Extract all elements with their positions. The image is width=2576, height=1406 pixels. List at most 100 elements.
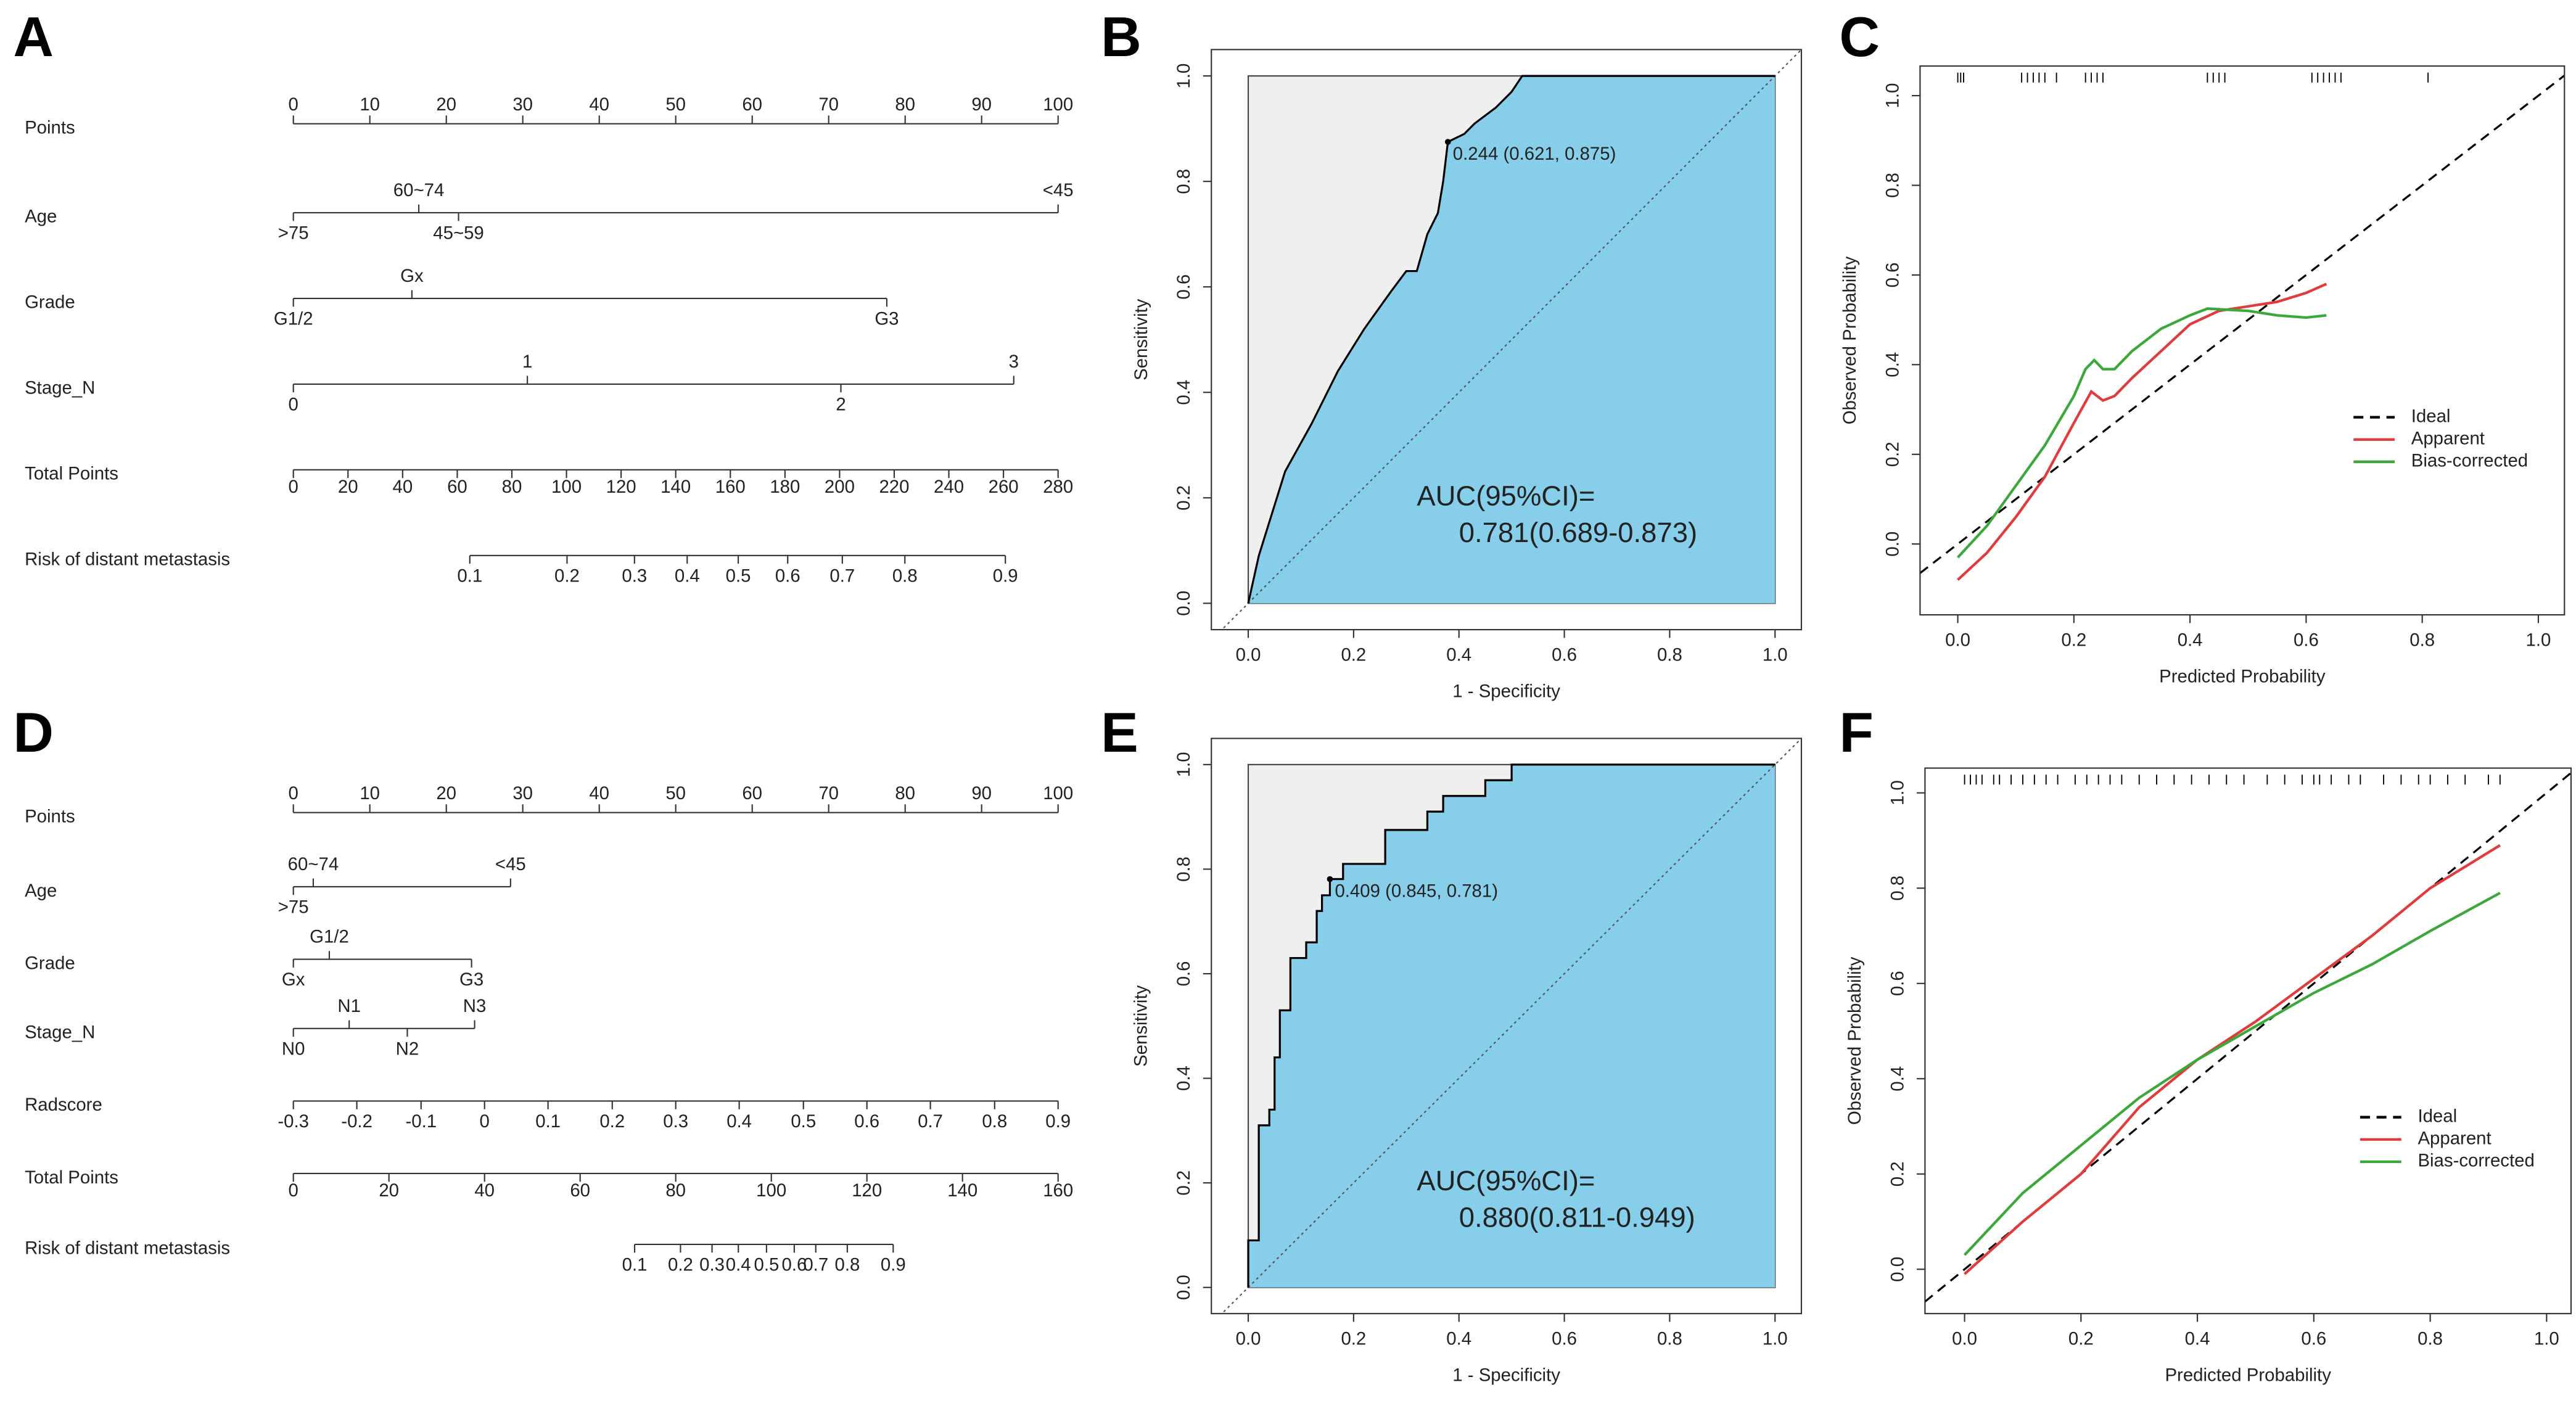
level-label: 0.2 [599,1111,625,1132]
level-label: 0.4 [726,1111,752,1132]
y-tick-label: 0.0 [1174,591,1194,616]
row-name: Risk of distant metastasis [25,1238,230,1259]
panel-label: A [13,6,54,68]
roc-curve [1247,763,1776,1288]
level-label: 0.2 [554,565,580,586]
level-label: N3 [463,996,487,1016]
panel-label: E [1101,702,1138,764]
x-tick-label: 0.0 [1236,1329,1261,1349]
scale-tick-label: 10 [360,94,380,115]
x-tick-label: 0.2 [2061,630,2086,651]
threshold-label: 0.409 (0.845, 0.781) [1335,881,1498,902]
row-name: Age [25,881,57,901]
plot-frame [1211,49,1803,631]
y-tick-label: 0.4 [1887,1066,1907,1092]
scale-tick-label: 40 [474,1180,495,1201]
x-axis-title: Predicted Probability [2159,666,2326,686]
calibration-line [1964,844,2501,1275]
scale-tick-label: 30 [512,783,533,804]
scale-tick-label: 40 [589,94,609,115]
x-axis-title: 1 - Specificity [1452,1365,1560,1385]
panel-label: D [13,702,54,764]
x-tick-label: 1.0 [1763,645,1788,665]
scale-tick-label: 160 [1043,1180,1073,1201]
level-label: 0.9 [1045,1111,1071,1132]
level-label: G1/2 [310,927,349,947]
y-tick-label: 0.2 [1882,442,1903,467]
y-tick-label: 0.2 [1174,485,1194,511]
auc-label: 0.781(0.689-0.873) [1459,517,1697,548]
y-axis-title: Sensitivity [1131,298,1151,380]
scale-tick-label: 80 [502,477,522,497]
scale-tick-label: 20 [436,94,456,115]
scale-tick-label: 60 [742,94,762,115]
ideal-line [1920,75,2565,574]
scale-tick-label: 200 [825,477,855,497]
level-label: 0.8 [982,1111,1007,1132]
y-tick-label: 0.0 [1887,1257,1907,1282]
level-label: <45 [495,854,526,874]
level-label: 0.3 [699,1254,725,1275]
level-label: 45~59 [433,223,484,243]
level-label: Gx [282,969,305,990]
panel-label: B [1101,6,1142,68]
x-tick-label: 0.8 [1657,645,1682,665]
y-tick-label: 1.0 [1174,64,1194,89]
plot-frame [1924,767,2572,1315]
x-tick-label: 0.6 [1552,645,1577,665]
scale-tick-label: 40 [589,783,609,804]
level-label: 60~74 [288,854,339,874]
scale-tick-label: 50 [665,94,686,115]
legend-label: Ideal [2411,406,2451,426]
level-label: 0.7 [803,1254,828,1275]
scale-tick-label: 0 [289,1180,298,1201]
scale-tick-label: 140 [660,477,691,497]
plot-frame [1919,65,2566,616]
x-tick-label: 0.0 [1945,630,1970,651]
level-label: 0.8 [892,565,918,586]
x-tick-label: 1.0 [1763,1329,1788,1349]
x-tick-label: 0.8 [1657,1329,1682,1349]
y-tick-label: 1.0 [1882,83,1903,109]
row-name: Total Points [25,464,118,484]
y-tick-label: 0.4 [1174,1066,1194,1091]
roc-curve [1247,75,1776,604]
level-label: -0.3 [278,1111,309,1132]
y-tick-label: 0.8 [1174,857,1194,882]
y-tick-label: 0.6 [1174,274,1194,300]
threshold-label: 0.244 (0.621, 0.875) [1453,144,1616,164]
scale-tick-label: 280 [1043,477,1073,497]
row-name: Radscore [25,1095,102,1115]
scale-tick-label: 120 [852,1180,882,1201]
y-axis-title: Observed Probability [1840,256,1860,424]
scale-tick-label: 100 [1043,94,1073,115]
level-label: 0.9 [993,565,1018,586]
legend-label: Apparent [2418,1128,2491,1149]
level-label: 2 [836,394,846,414]
level-label: 0 [480,1111,490,1132]
level-label: 0 [289,394,298,414]
level-label: >75 [278,223,309,243]
scale-tick-label: 20 [436,783,456,804]
y-tick-label: 0.6 [1882,262,1903,287]
y-tick-label: 0.8 [1174,169,1194,194]
level-label: 1 [522,352,532,372]
scale-tick-label: 50 [665,783,686,804]
level-label: N2 [396,1038,419,1059]
y-tick-label: 0.2 [1174,1170,1194,1196]
scale-tick-label: 80 [895,783,915,804]
scale-tick-label: 90 [971,783,992,804]
x-tick-label: 0.4 [1446,1329,1471,1349]
x-tick-label: 1.0 [2534,1329,2559,1349]
scale-tick-label: 100 [1043,783,1073,804]
y-tick-label: 0.4 [1882,352,1903,377]
x-tick-label: 0.0 [1236,645,1261,665]
scale-tick-label: 260 [989,477,1019,497]
y-tick-label: 0.6 [1887,971,1907,996]
diagonal [1220,49,1801,630]
row-name: Grade [25,953,75,973]
row-name: Stage_N [25,378,95,398]
row-name: Points [25,117,75,138]
y-tick-label: 0.0 [1882,532,1903,557]
